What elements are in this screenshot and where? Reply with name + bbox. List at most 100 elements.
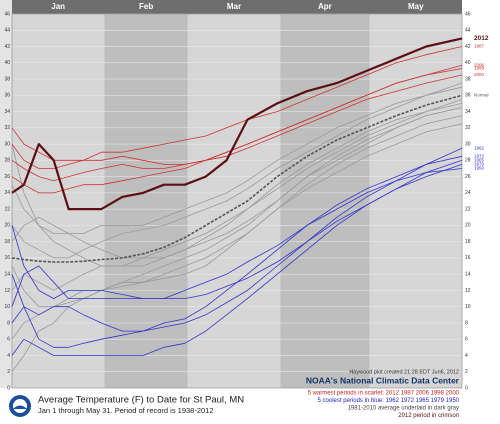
y-tick-label: 0 xyxy=(7,385,10,391)
series-end-label: 1979 xyxy=(474,162,485,167)
y-tick-label: 6 xyxy=(7,337,10,343)
y-tick-label: 40 xyxy=(4,60,10,66)
chart-title: Average Temperature (F) to Date for St P… xyxy=(38,395,244,406)
series-end-label: 1962 xyxy=(474,145,485,150)
y2-tick-label: 18 xyxy=(465,239,471,245)
note: 2012 period in crimson xyxy=(398,413,459,419)
y2-tick-label: 0 xyxy=(465,385,468,391)
note: 1981-2010 average underlaid in dark gray xyxy=(348,406,459,412)
series-line xyxy=(11,168,463,307)
y-tick-label: 8 xyxy=(7,320,10,326)
x-tick-label: Feb xyxy=(139,2,153,11)
series-line xyxy=(11,46,463,169)
note: 5 coolest periods in blue: 1962 1972 196… xyxy=(318,398,460,404)
y2-tick-label: 8 xyxy=(465,320,468,326)
series-line xyxy=(11,37,463,211)
y2-tick-label: 40 xyxy=(465,60,471,66)
month-band xyxy=(12,14,105,388)
y2-tick-label: 20 xyxy=(465,223,471,229)
y-tick-label: 18 xyxy=(4,239,10,245)
plot-frame xyxy=(11,13,463,389)
y-tick-label: 26 xyxy=(4,174,10,180)
series-end-label: 1987 xyxy=(474,44,485,49)
series-line xyxy=(11,74,463,194)
y-tick-label: 12 xyxy=(4,288,10,294)
series-end-label: 2012 xyxy=(474,35,489,42)
credit: Haywood plot created 21:28 EDT Jun6, 201… xyxy=(349,369,459,375)
y2-tick-label: 38 xyxy=(465,76,471,82)
series-line xyxy=(11,86,463,234)
y2-tick-label: 6 xyxy=(465,337,468,343)
series-line xyxy=(11,147,463,332)
series-line xyxy=(11,107,463,259)
y-tick-label: 24 xyxy=(4,190,10,196)
y-tick-label: 4 xyxy=(7,353,10,359)
y2-tick-label: 46 xyxy=(465,11,471,17)
note: 5 warmest periods in scarlet: 2012 1987 … xyxy=(308,391,460,397)
right-margin xyxy=(462,0,500,388)
x-tick-label: Apr xyxy=(318,2,332,11)
y-tick-label: 34 xyxy=(4,109,10,115)
month-band xyxy=(104,14,188,388)
y2-tick-label: 16 xyxy=(465,255,471,261)
series-end-label: 1950 xyxy=(474,166,485,171)
y-tick-label: 28 xyxy=(4,158,10,164)
series-line xyxy=(11,123,463,308)
series-line xyxy=(11,164,463,356)
series-end-label: 1965 xyxy=(474,158,485,163)
y2-tick-label: 30 xyxy=(465,141,471,147)
y2-tick-label: 44 xyxy=(465,28,471,34)
x-tick-label: Jan xyxy=(51,2,65,11)
noaa-logo xyxy=(9,395,31,417)
y2-tick-label: 36 xyxy=(465,93,471,99)
y-tick-label: 46 xyxy=(4,11,10,17)
y2-tick-label: 42 xyxy=(465,44,471,50)
y-tick-label: 16 xyxy=(4,255,10,261)
series-end-label: 2006 xyxy=(474,62,485,67)
header-bar xyxy=(12,0,462,14)
y2-tick-label: 22 xyxy=(465,206,471,212)
series-end-label: 2000 xyxy=(474,72,485,77)
series-end-label: 1998 xyxy=(474,66,485,71)
month-band xyxy=(280,14,370,388)
y-tick-label: 38 xyxy=(4,76,10,82)
y-tick-label: 30 xyxy=(4,141,10,147)
series-line xyxy=(11,107,463,340)
left-margin xyxy=(0,0,12,388)
y-tick-label: 22 xyxy=(4,206,10,212)
y-tick-label: 20 xyxy=(4,223,10,229)
y2-tick-label: 14 xyxy=(465,272,471,278)
month-band xyxy=(187,14,281,388)
series-line xyxy=(11,115,463,372)
series-end-label: 1972 xyxy=(474,153,485,158)
y-tick-label: 10 xyxy=(4,304,10,310)
y-tick-label: 44 xyxy=(4,28,10,34)
y2-tick-label: 2 xyxy=(465,369,468,375)
y2-tick-label: 24 xyxy=(465,190,471,196)
series-line xyxy=(11,94,463,263)
x-tick-label: Mar xyxy=(227,2,241,11)
series-line xyxy=(11,159,463,299)
y2-tick-label: 4 xyxy=(465,353,468,359)
y2-tick-label: 12 xyxy=(465,288,471,294)
y2-tick-label: 34 xyxy=(465,109,471,115)
y2-tick-label: 28 xyxy=(465,158,471,164)
y-tick-label: 14 xyxy=(4,272,10,278)
source: NOAA's National Climatic Data Center xyxy=(306,375,460,385)
series-line xyxy=(11,82,463,259)
month-band xyxy=(369,14,462,388)
y2-tick-label: 32 xyxy=(465,125,471,131)
y-tick-label: 42 xyxy=(4,44,10,50)
y2-tick-label: 26 xyxy=(465,174,471,180)
y2-tick-label: 10 xyxy=(465,304,471,310)
y-tick-label: 32 xyxy=(4,125,10,131)
chart-subtitle: Jan 1 through May 31. Period of record i… xyxy=(38,406,214,415)
x-tick-label: May xyxy=(408,2,424,11)
series-end-label: Normal xyxy=(474,92,489,97)
series-line xyxy=(11,155,463,348)
y-tick-label: 36 xyxy=(4,93,10,99)
y-tick-label: 2 xyxy=(7,369,10,375)
